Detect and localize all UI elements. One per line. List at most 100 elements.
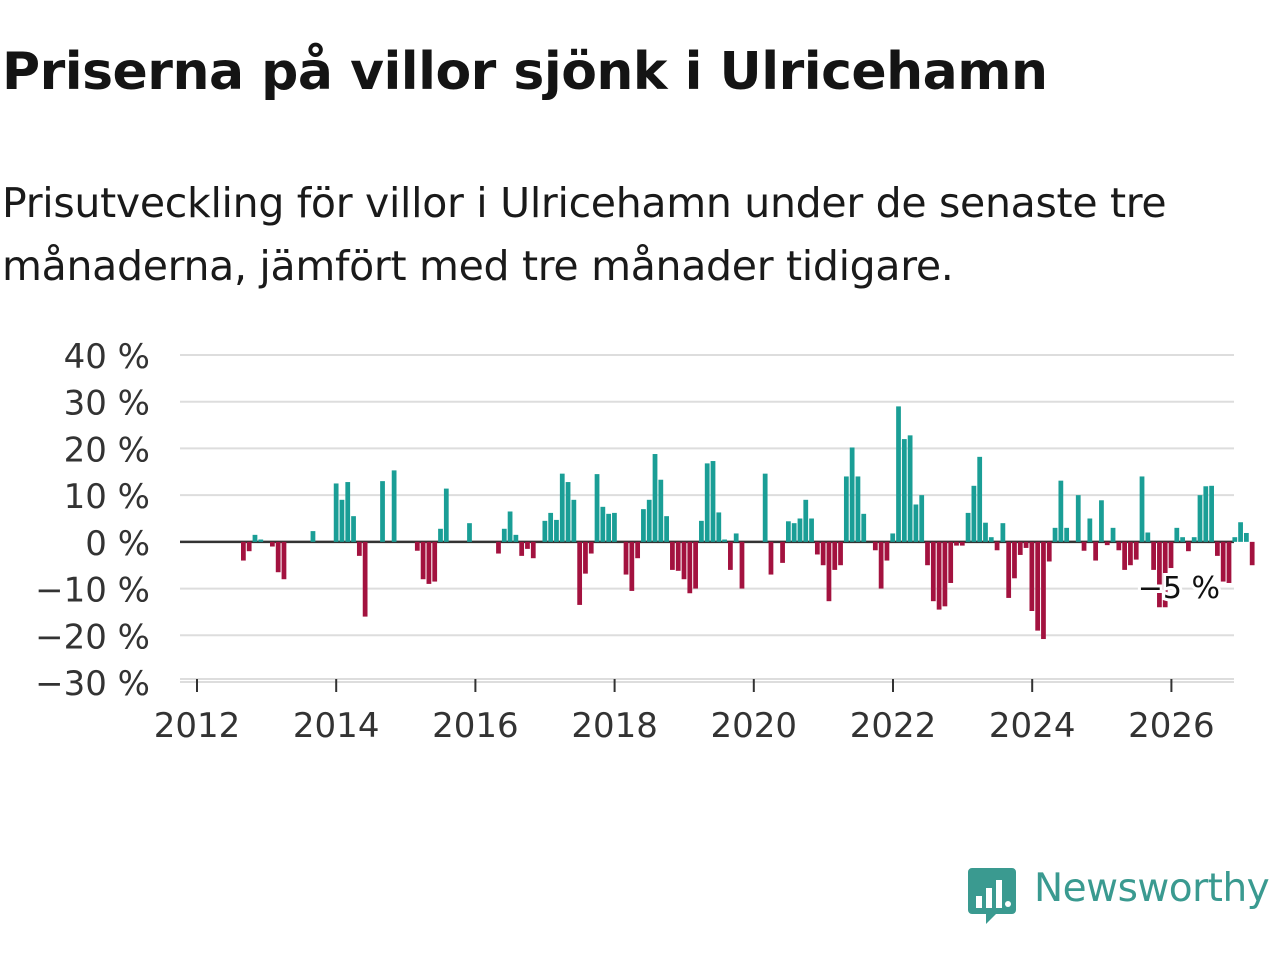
bar <box>878 541 884 589</box>
bar <box>1075 495 1081 542</box>
x-tick-label: 2018 <box>571 706 658 746</box>
bar <box>896 406 901 542</box>
annotation: −5 % <box>1135 568 1223 609</box>
bar <box>809 518 814 542</box>
x-tick-label: 2014 <box>293 706 380 746</box>
x-tick-label: 2016 <box>432 706 519 746</box>
bar <box>1209 485 1214 542</box>
bar <box>623 541 629 575</box>
bar <box>1128 541 1133 566</box>
bar <box>356 541 362 556</box>
bar <box>1191 537 1197 542</box>
bar <box>820 541 826 566</box>
bar <box>1244 532 1249 542</box>
bar <box>600 506 606 542</box>
bar <box>1197 495 1203 542</box>
bar-series <box>241 406 1255 640</box>
x-tick-label: 2012 <box>154 706 241 746</box>
bar <box>1087 518 1093 542</box>
bar <box>275 541 281 573</box>
bar <box>594 474 600 542</box>
bar <box>1249 541 1255 566</box>
bar <box>988 537 994 542</box>
bar <box>803 499 809 542</box>
bar <box>971 485 977 542</box>
bar <box>333 483 339 542</box>
bar <box>699 520 704 542</box>
bar <box>884 541 890 561</box>
x-tick-label: 2022 <box>850 706 937 746</box>
bar <box>1168 541 1174 569</box>
y-tick-label: 20 % <box>64 430 150 470</box>
bar <box>965 512 971 542</box>
bar <box>588 541 594 554</box>
bar <box>1093 541 1099 561</box>
bar <box>1029 541 1035 611</box>
bar <box>606 513 612 542</box>
bar <box>1151 541 1156 570</box>
bar <box>629 541 635 591</box>
annotation-label: −5 % <box>1138 571 1220 606</box>
bar <box>1017 541 1023 555</box>
bar <box>1099 500 1104 542</box>
bar <box>583 541 588 574</box>
chart-subtitle: Prisutveckling för villor i Ulricehamn u… <box>2 179 1167 290</box>
bar <box>1180 537 1185 542</box>
bar <box>351 516 356 542</box>
bar <box>826 541 832 602</box>
bar <box>1174 527 1180 542</box>
bar <box>652 454 658 542</box>
bar <box>345 482 351 542</box>
bar <box>1139 476 1145 542</box>
bar <box>1064 527 1070 542</box>
newsworthy-logo[interactable]: Newsworthy <box>966 866 1276 926</box>
bar <box>954 541 959 546</box>
y-tick-label: −20 % <box>35 617 150 657</box>
newsworthy-icon <box>968 868 1016 924</box>
grid-lines <box>180 354 1234 683</box>
bar <box>525 541 530 549</box>
bar <box>258 539 264 542</box>
bar-chart: −30 %−20 %−10 %0 %10 %20 %30 %40 % 2012 2… <box>35 337 1255 746</box>
bar <box>339 499 345 542</box>
bar <box>780 541 785 563</box>
bar <box>554 519 559 542</box>
bar <box>1006 541 1012 598</box>
bar <box>658 479 664 542</box>
bar <box>559 473 565 542</box>
bar <box>612 512 617 542</box>
bar <box>994 541 1000 551</box>
bar <box>983 522 988 542</box>
bar <box>901 439 907 542</box>
y-tick-label: 40 % <box>64 337 150 377</box>
bar <box>1157 541 1162 608</box>
bar <box>710 461 716 542</box>
bar <box>391 470 397 542</box>
bar <box>414 541 420 551</box>
bar <box>1232 537 1238 542</box>
bar <box>1046 541 1052 562</box>
bar <box>791 523 797 542</box>
bar <box>565 482 571 542</box>
bar <box>872 541 878 551</box>
bar <box>1162 541 1168 608</box>
bar <box>1145 532 1151 542</box>
bar <box>1000 523 1006 542</box>
bar <box>1116 541 1122 551</box>
bar <box>704 463 710 542</box>
bar <box>1035 541 1041 631</box>
bar <box>762 473 768 542</box>
bar <box>1133 541 1139 560</box>
bar <box>496 541 501 554</box>
y-tick-label: 10 % <box>64 477 150 517</box>
y-tick-label: −10 % <box>35 571 150 611</box>
bar <box>1203 486 1209 542</box>
bar <box>1238 522 1243 542</box>
bar <box>252 534 258 542</box>
bar <box>1041 541 1046 640</box>
bar <box>722 539 727 542</box>
bar <box>670 541 675 570</box>
bar <box>855 476 861 542</box>
bar <box>681 541 687 580</box>
bar <box>843 476 849 542</box>
